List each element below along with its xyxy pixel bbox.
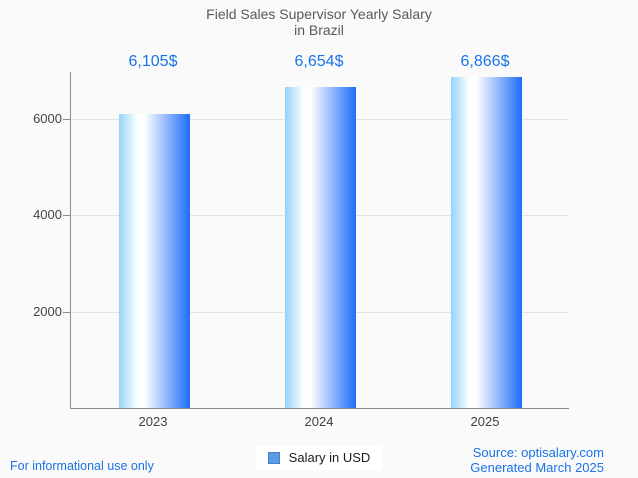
x-axis-label-2024: 2024 xyxy=(304,414,334,429)
y-axis-label-6000: 6000 xyxy=(33,110,62,126)
x-axis-label-2025: 2025 xyxy=(470,414,500,429)
chart-title-line2: in Brazil xyxy=(294,22,344,38)
value-label-2023: 6,105$ xyxy=(128,53,178,70)
bar-2023 xyxy=(118,113,190,408)
chart-title: Field Sales Supervisor Yearly Salary in … xyxy=(0,6,638,38)
source-text: Source: optisalary.com xyxy=(472,445,604,460)
y-axis-label-2000: 2000 xyxy=(33,303,62,319)
value-label-2025: 6,866$ xyxy=(460,53,510,70)
y-axis-tick-2000 xyxy=(63,311,71,313)
legend-label: Salary in USD xyxy=(288,450,371,465)
disclaimer-text: For informational use only xyxy=(10,459,154,473)
value-label-2024: 6,654$ xyxy=(294,53,344,70)
legend: Salary in USD xyxy=(0,446,638,470)
bar-2025 xyxy=(450,77,522,408)
legend-box: Salary in USD xyxy=(255,446,383,470)
y-axis-tick-6000 xyxy=(63,118,71,120)
legend-marker-icon xyxy=(267,451,280,464)
chart-title-line1: Field Sales Supervisor Yearly Salary xyxy=(206,6,432,22)
bar-2024 xyxy=(284,87,356,408)
source-attribution: Source: optisalary.com Generated March 2… xyxy=(470,445,604,475)
x-axis-label-2023: 2023 xyxy=(138,414,168,429)
plot-area xyxy=(63,72,569,409)
generated-text: Generated March 2025 xyxy=(470,460,604,475)
y-axis-tick-4000 xyxy=(63,215,71,217)
y-axis-label-4000: 4000 xyxy=(33,207,62,223)
